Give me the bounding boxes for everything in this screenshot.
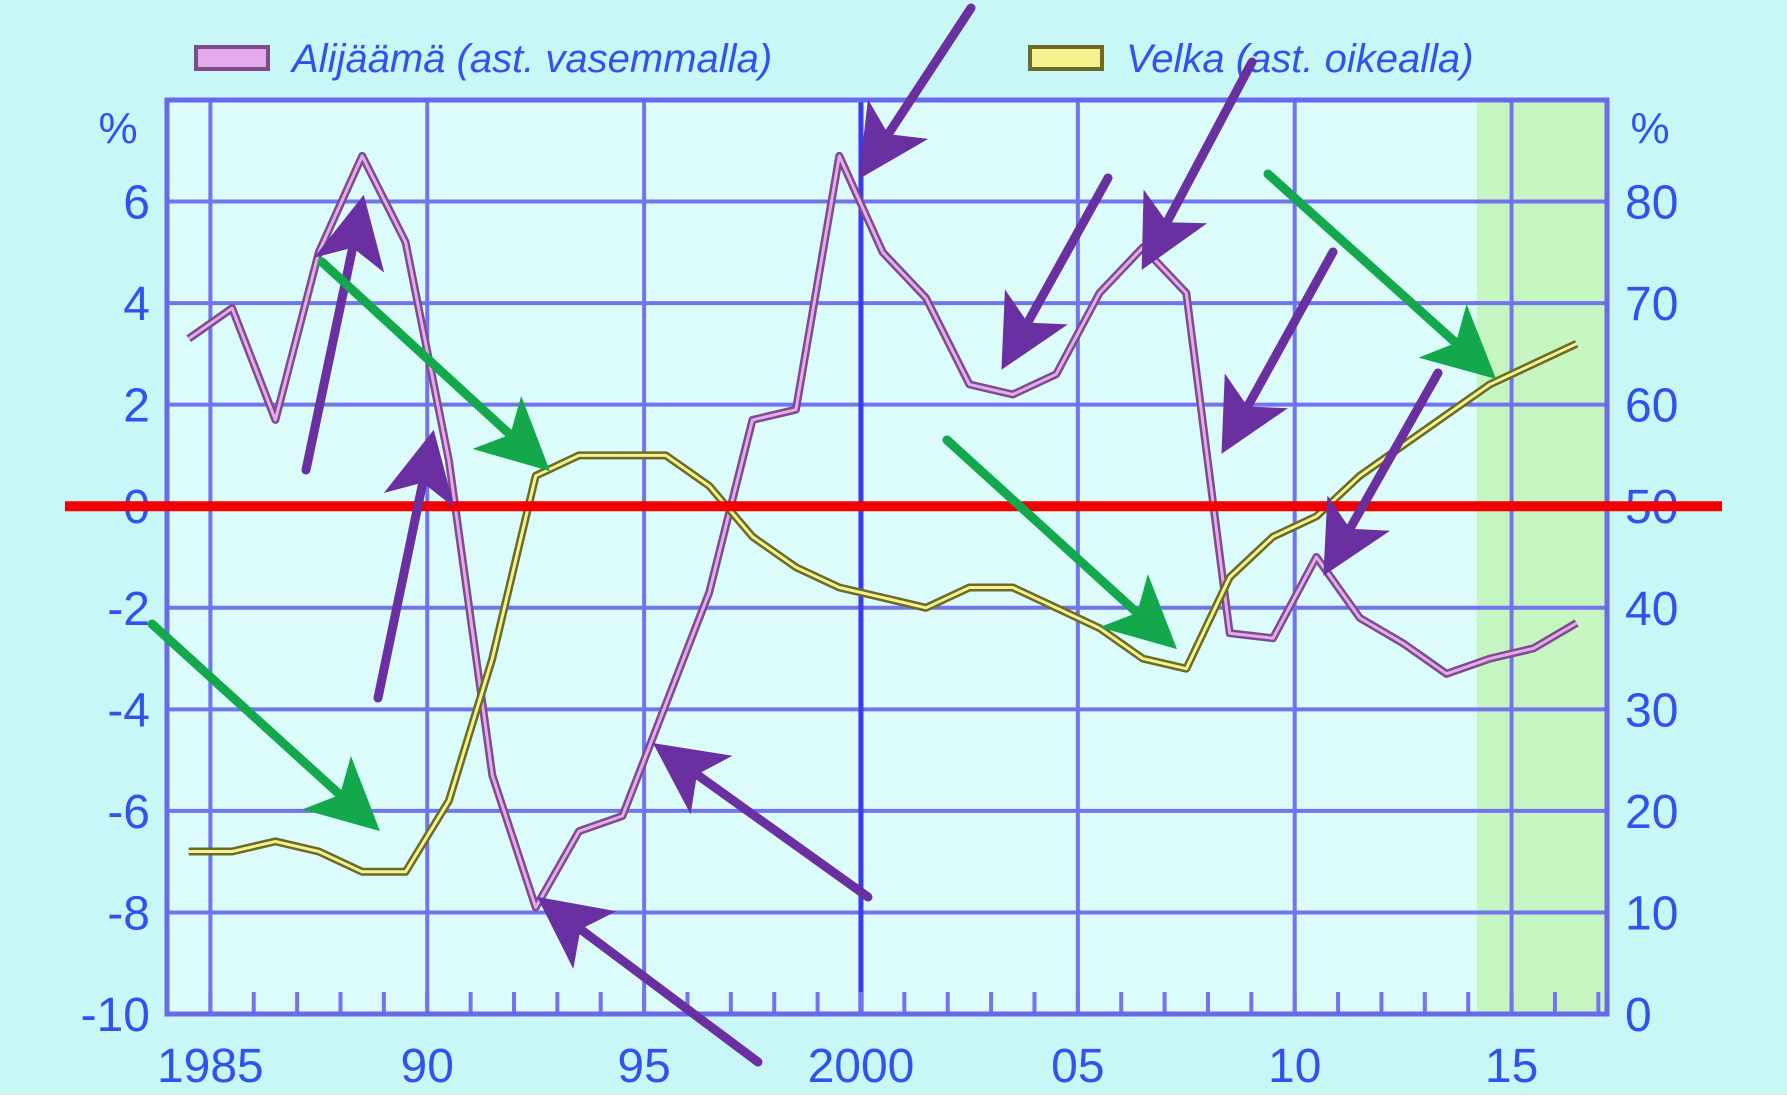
- y-left-tick-label: 6: [123, 177, 150, 230]
- forecast-shading: [1477, 100, 1607, 1014]
- y-left-tick-label: -4: [107, 684, 150, 737]
- y-right-tick-label: 30: [1625, 684, 1678, 737]
- x-tick-label: 10: [1268, 1040, 1321, 1093]
- y-right-tick-label: 70: [1625, 278, 1678, 331]
- plot-background: [167, 100, 1607, 1014]
- y-left-tick-label: 2: [123, 380, 150, 433]
- y-right-tick-label: 40: [1625, 583, 1678, 636]
- y-left-unit: %: [98, 104, 137, 153]
- x-tick-label: 2000: [808, 1040, 915, 1093]
- x-tick-label: 95: [617, 1040, 670, 1093]
- y-left-tick-label: -2: [107, 583, 150, 636]
- y-right-tick-label: 60: [1625, 380, 1678, 433]
- y-left-tick-label: -10: [81, 989, 150, 1042]
- x-tick-label: 05: [1051, 1040, 1104, 1093]
- x-tick-label: 15: [1485, 1040, 1538, 1093]
- legend-label-alijaama: Alijäämä (ast. vasemmalla): [290, 37, 772, 81]
- y-right-unit: %: [1630, 104, 1669, 153]
- legend-swatch-alijaama: [196, 47, 268, 69]
- x-tick-label: 1985: [157, 1040, 264, 1093]
- legend-label-velka: Velka (ast. oikealla): [1126, 37, 1474, 81]
- x-tick-label: 90: [401, 1040, 454, 1093]
- y-left-tick-label: -8: [107, 887, 150, 940]
- legend-swatch-velka: [1030, 47, 1102, 69]
- y-right-tick-label: 0: [1625, 989, 1652, 1042]
- y-right-tick-label: 80: [1625, 177, 1678, 230]
- y-left-tick-label: 4: [123, 278, 150, 331]
- y-right-tick-label: 10: [1625, 887, 1678, 940]
- y-left-tick-label: -6: [107, 786, 150, 839]
- y-right-tick-label: 20: [1625, 786, 1678, 839]
- forecast-region: [1477, 100, 1607, 1014]
